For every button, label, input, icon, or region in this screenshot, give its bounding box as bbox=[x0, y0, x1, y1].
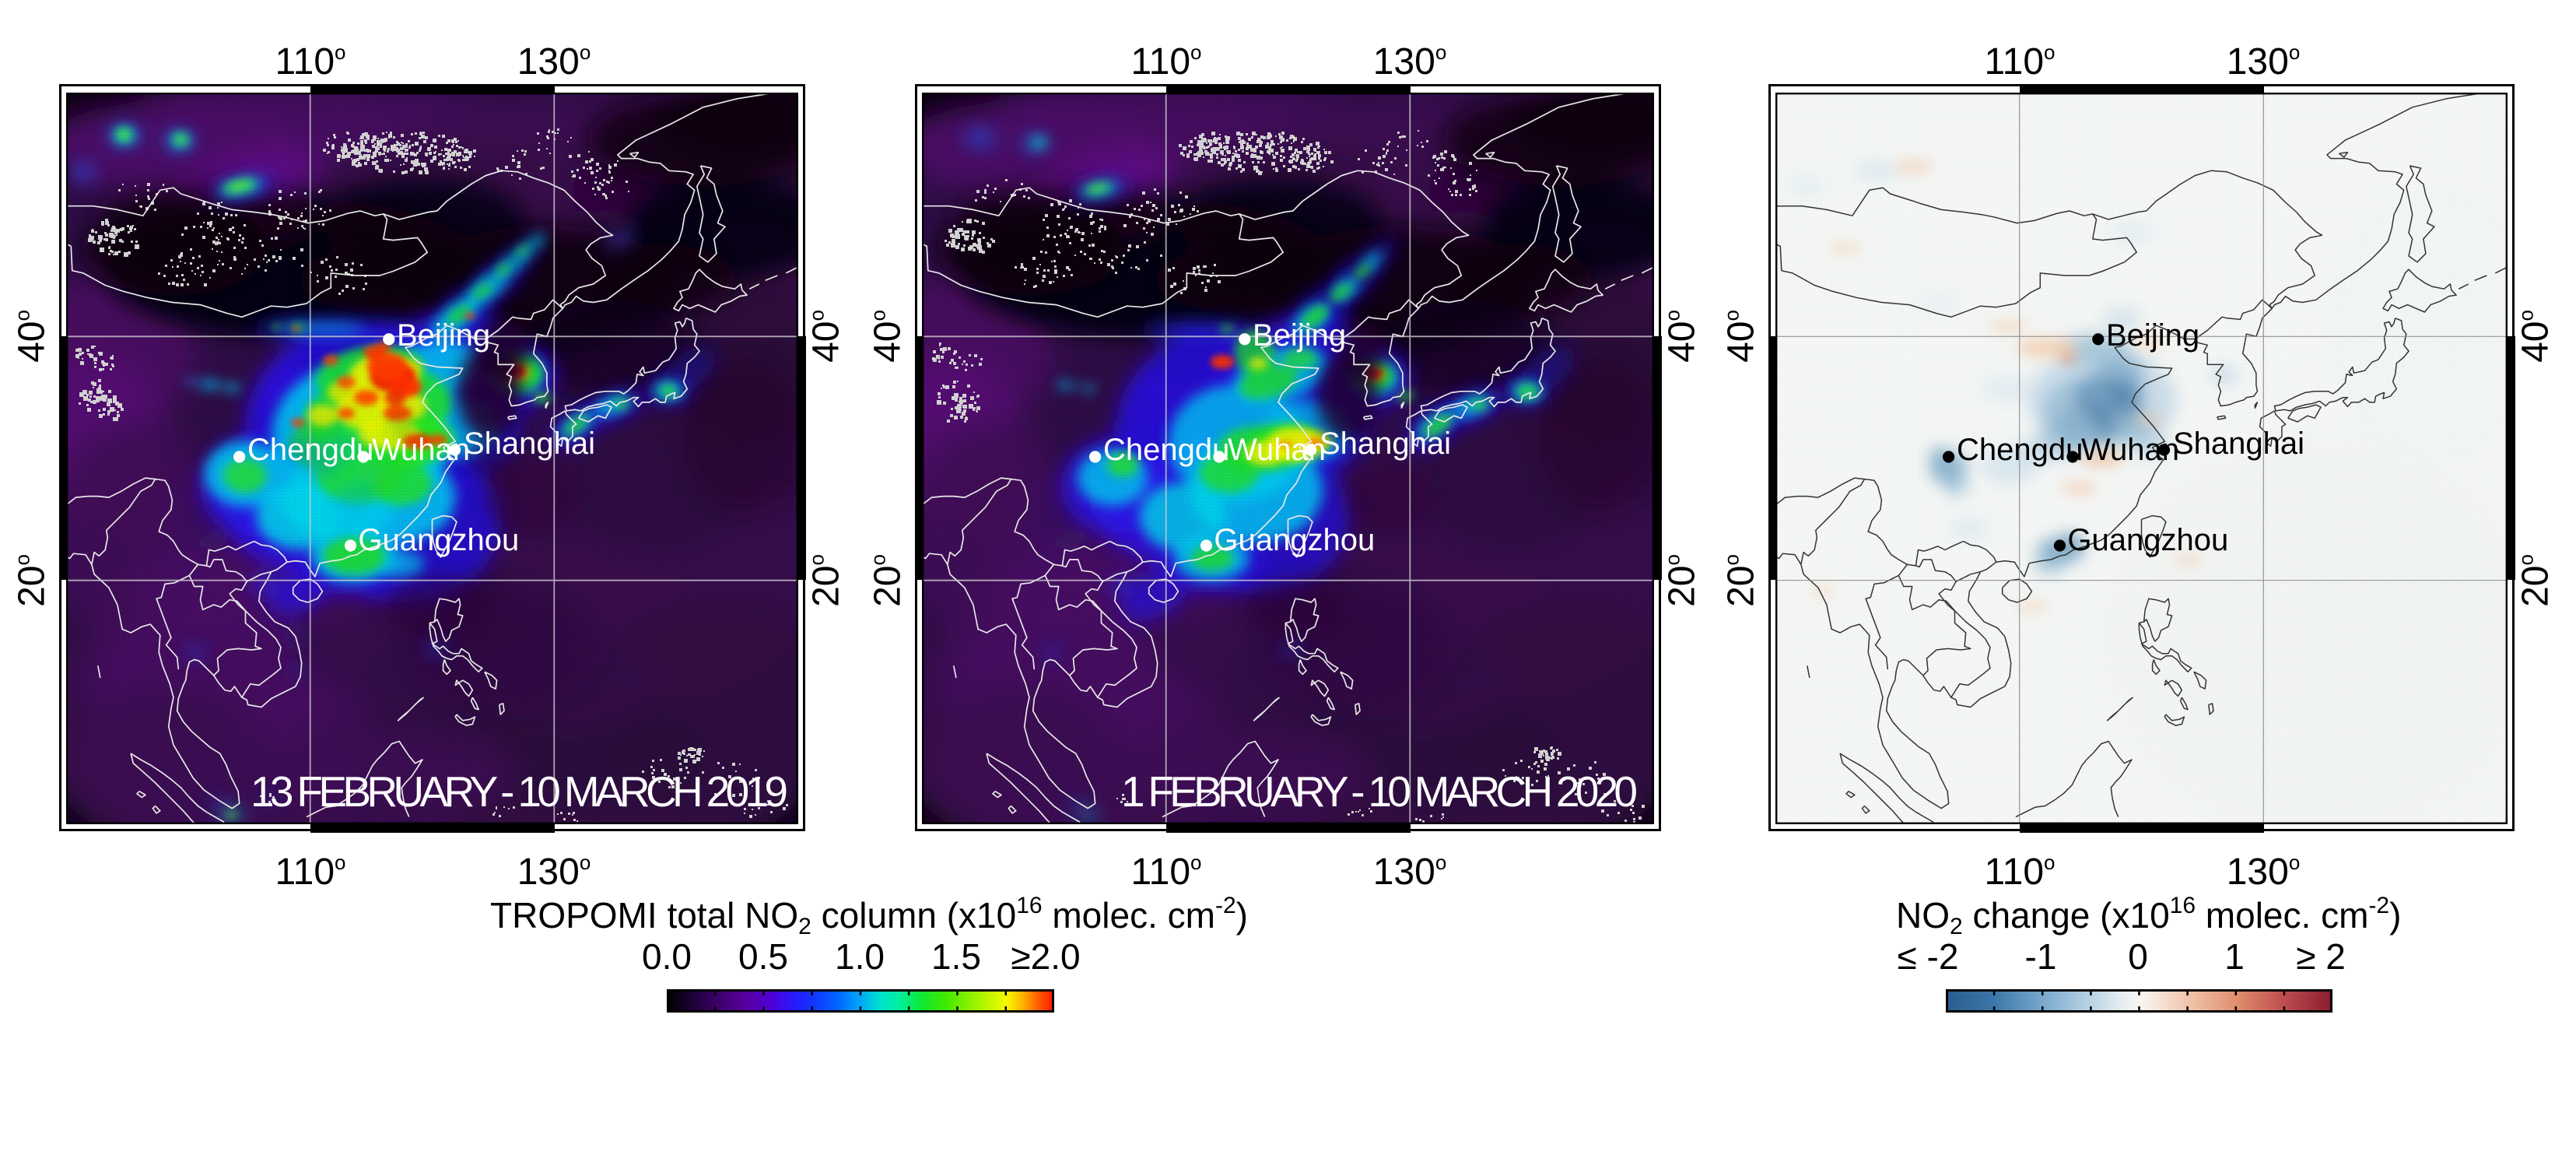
svg-text:Guangzhou: Guangzhou bbox=[1214, 523, 1375, 557]
svg-text:Beijing: Beijing bbox=[397, 318, 490, 353]
svg-text:13 FEBRUARY - 10 MARCH 2019: 13 FEBRUARY - 10 MARCH 2019 bbox=[251, 767, 788, 816]
svg-text:Shanghai: Shanghai bbox=[1320, 427, 1451, 461]
svg-text:Beijing: Beijing bbox=[1253, 318, 1346, 353]
svg-text:Shanghai: Shanghai bbox=[2173, 427, 2304, 461]
svg-text:1 FEBRUARY - 10 MARCH 2020: 1 FEBRUARY - 10 MARCH 2020 bbox=[1121, 767, 1638, 816]
svg-text:Chengdu: Chengdu bbox=[247, 433, 373, 467]
svg-text:Guangzhou: Guangzhou bbox=[358, 523, 519, 557]
svg-text:Chengdu: Chengdu bbox=[1957, 433, 2083, 467]
svg-text:Chengdu: Chengdu bbox=[1103, 433, 1229, 467]
svg-text:Shanghai: Shanghai bbox=[464, 427, 595, 461]
svg-text:Guangzhou: Guangzhou bbox=[2067, 523, 2228, 557]
svg-text:Beijing: Beijing bbox=[2106, 318, 2199, 353]
